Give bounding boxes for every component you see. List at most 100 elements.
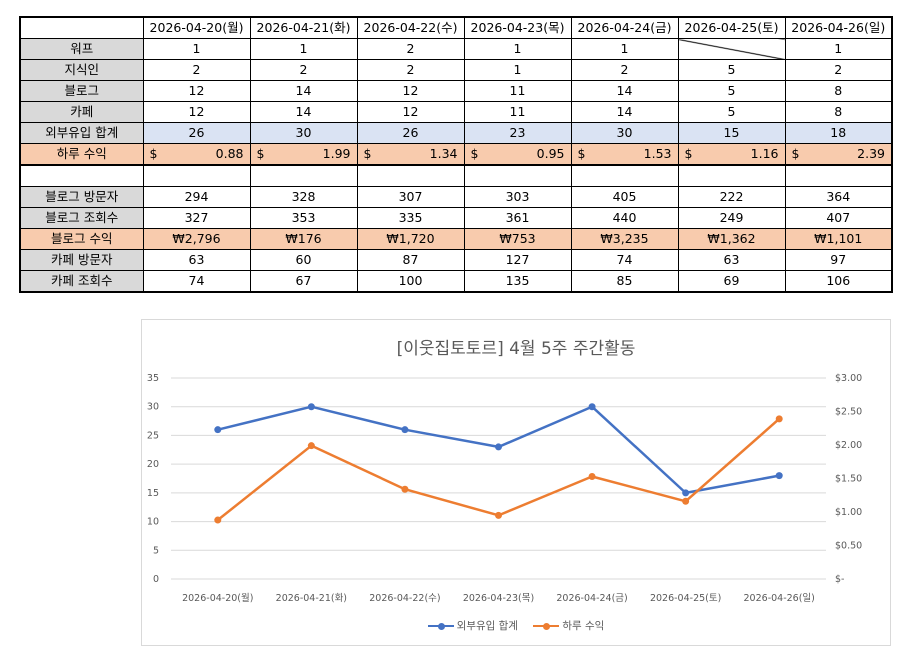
x-tick-label: 2026-04-26(일) <box>744 593 815 604</box>
table-cell: ₩3,235 <box>570 228 679 250</box>
empty-cell <box>19 164 144 187</box>
date-header: 2026-04-22(수) <box>356 16 465 39</box>
date-header: 2026-04-24(금) <box>570 16 679 39</box>
table-cell: 1 <box>142 38 251 60</box>
table-cell: 2 <box>356 38 465 60</box>
table-cell: 335 <box>356 207 465 229</box>
date-header: 2026-04-20(월) <box>142 16 251 39</box>
currency-symbol: $ <box>149 146 158 161</box>
table-cell: 1 <box>463 59 572 81</box>
table-cell: 440 <box>570 207 679 229</box>
date-header: 2026-04-25(토) <box>677 16 786 39</box>
date-header: 2026-04-21(화) <box>249 16 358 39</box>
y-left-tick-label: 5 <box>153 545 159 556</box>
revenue-amount: 0.88 <box>215 146 244 161</box>
y-left-tick-label: 25 <box>147 430 159 441</box>
table-cell: 74 <box>570 249 679 271</box>
table-row: 워프 1 1 2 1 1 1 <box>19 38 893 60</box>
currency-symbol: $ <box>363 146 372 161</box>
legend-label: 하루 수익 <box>562 620 605 632</box>
empty-cell <box>142 164 251 187</box>
y-right-tick-label: $1.50 <box>835 474 862 485</box>
table-cell: 12 <box>356 80 465 102</box>
data-point-revenue <box>588 472 596 480</box>
revenue-amount: 1.99 <box>322 146 351 161</box>
table-cell: 328 <box>249 186 358 208</box>
table-cell: 222 <box>677 186 786 208</box>
table-row: 카페 조회수 74 67 100 135 85 69 106 <box>19 270 893 293</box>
currency-symbol: $ <box>577 146 586 161</box>
data-point-revenue <box>307 442 315 450</box>
table-row: 카페 방문자 63 60 87 127 74 63 97 <box>19 249 893 271</box>
table-cell: 14 <box>249 80 358 102</box>
table-cell: 5 <box>677 59 786 81</box>
row-label: 카페 방문자 <box>19 249 144 271</box>
table-row: 하루 수익 $0.88 $1.99 $1.34 $0.95 $1.53 $1.16 $2.39 <box>19 143 893 166</box>
y-left-tick-label: 35 <box>147 373 159 384</box>
table-cell: ₩1,720 <box>356 228 465 250</box>
table-cell: ₩753 <box>463 228 572 250</box>
x-tick-label: 2026-04-21(화) <box>276 593 347 604</box>
chart-title: [이웃집토토르] 4월 5주 주간활동 <box>396 339 636 359</box>
table-cell: 1 <box>463 38 572 60</box>
data-point-inflow <box>214 426 222 434</box>
table-cell: 14 <box>570 80 679 102</box>
table-cell: 5 <box>677 101 786 123</box>
row-label: 하루 수익 <box>19 143 144 166</box>
row-label: 블로그 조회수 <box>19 207 144 229</box>
table-row: 블로그 수익 ₩2,796 ₩176 ₩1,720 ₩753 ₩3,235 ₩1,362 ₩1… <box>19 228 893 250</box>
data-point-revenue <box>401 485 409 493</box>
data-point-revenue <box>682 497 690 505</box>
table-cell: 303 <box>463 186 572 208</box>
revenue-amount: 2.39 <box>857 146 885 161</box>
table-cell: 2 <box>356 59 465 81</box>
table-cell: 5 <box>677 80 786 102</box>
empty-cell <box>677 164 786 187</box>
table-cell: 2 <box>784 59 893 81</box>
table-cell: 63 <box>677 249 786 271</box>
table-cell: 67 <box>249 270 358 293</box>
blank-row <box>19 164 893 187</box>
table-cell: 18 <box>784 122 893 144</box>
empty-cell <box>784 164 893 187</box>
y-right-tick-label: $- <box>835 574 844 585</box>
y-left-tick-label: 20 <box>147 459 159 470</box>
y-left-tick-label: 15 <box>147 488 159 499</box>
table-cell: 97 <box>784 249 893 271</box>
table-cell: 85 <box>570 270 679 293</box>
table-cell: 60 <box>249 249 358 271</box>
series-line-revenue <box>217 417 781 522</box>
y-right-tick-label: $2.50 <box>835 407 862 418</box>
empty-cell <box>249 164 358 187</box>
x-tick-label: 2026-04-20(월) <box>182 592 253 604</box>
data-point-revenue <box>214 516 222 524</box>
table-cell: 100 <box>356 270 465 293</box>
table-cell: 11 <box>463 101 572 123</box>
table-row: 블로그 방문자 294 328 307 303 405 222 364 <box>19 186 893 208</box>
table-cell: ₩2,796 <box>142 228 251 250</box>
table-row: 지식인 2 2 2 1 2 5 2 <box>19 59 893 81</box>
row-label: 블로그 <box>19 80 144 102</box>
x-tick-label: 2026-04-25(토) <box>650 593 721 604</box>
table-cell: ₩1,362 <box>677 228 786 250</box>
table-cell: 2 <box>249 59 358 81</box>
header-row: 2026-04-20(월) 2026-04-21(화) 2026-04-22(수) 2… <box>19 16 893 39</box>
corner-cell <box>19 16 144 39</box>
table-cell: 2 <box>570 59 679 81</box>
data-point-revenue <box>775 415 783 423</box>
row-label: 지식인 <box>19 59 144 81</box>
table-cell: 26 <box>356 122 465 144</box>
table-cell: 106 <box>784 270 893 293</box>
revenue-amount: 1.53 <box>643 146 672 161</box>
table-cell: 11 <box>463 80 572 102</box>
x-tick-label: 2026-04-22(수) <box>369 593 440 604</box>
table-cell: 1 <box>784 38 893 60</box>
table-cell: 327 <box>142 207 251 229</box>
y-right-tick-label: $1.00 <box>835 507 862 518</box>
legend-item-inflow: 외부유입 합계 <box>427 618 518 633</box>
revenue-cell: $1.34 <box>356 143 465 166</box>
currency-symbol: $ <box>470 146 479 161</box>
table-cell: 8 <box>784 101 893 123</box>
table-row: 카페 12 14 12 11 14 5 8 <box>19 101 893 123</box>
table-cell: 12 <box>142 80 251 102</box>
